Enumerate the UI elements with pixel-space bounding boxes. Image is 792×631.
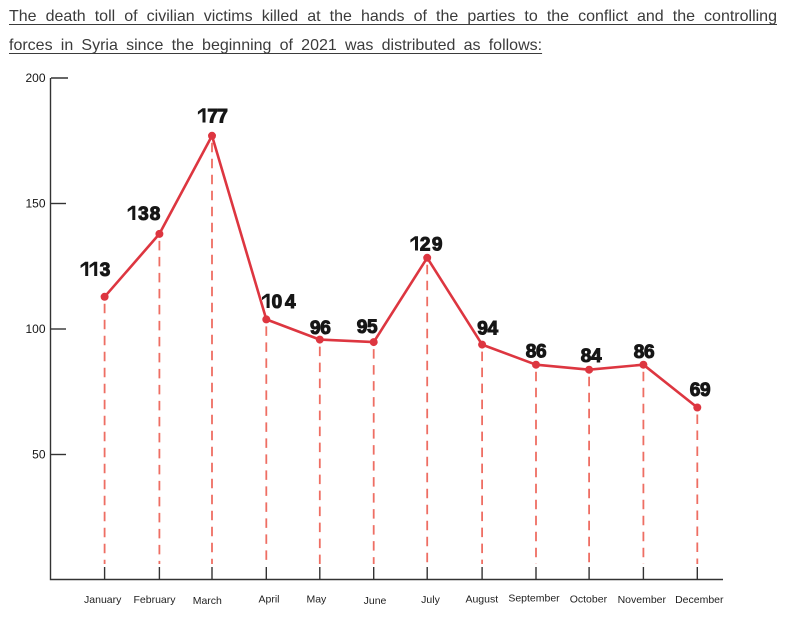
svg-text:October: October — [570, 594, 608, 606]
svg-text:8: 8 — [150, 204, 160, 225]
svg-text:86: 86 — [634, 342, 655, 363]
svg-text:96: 96 — [310, 318, 331, 339]
svg-text:100: 100 — [25, 322, 45, 336]
svg-text:July: July — [421, 594, 440, 606]
svg-text:August: August — [465, 594, 498, 606]
svg-text:69: 69 — [690, 380, 711, 401]
svg-text:50: 50 — [32, 448, 46, 462]
svg-text:95: 95 — [357, 317, 378, 338]
svg-text:November: November — [618, 594, 667, 606]
svg-text:7: 7 — [207, 107, 217, 128]
svg-text:7: 7 — [217, 107, 227, 128]
svg-text:January: January — [84, 594, 122, 606]
svg-text:May: May — [306, 594, 327, 606]
svg-text:3: 3 — [100, 260, 110, 281]
svg-text:150: 150 — [25, 197, 45, 211]
svg-text:9: 9 — [432, 235, 442, 256]
svg-text:December: December — [675, 594, 724, 606]
svg-text:4: 4 — [285, 292, 296, 313]
svg-text:June: June — [364, 595, 387, 607]
svg-text:200: 200 — [25, 71, 45, 85]
svg-text:84: 84 — [581, 346, 602, 367]
svg-text:2: 2 — [420, 235, 430, 256]
svg-text:April: April — [258, 594, 279, 606]
svg-text:September: September — [508, 593, 560, 605]
svg-text:February: February — [133, 594, 176, 606]
svg-text:March: March — [193, 595, 222, 607]
svg-text:3: 3 — [138, 204, 148, 225]
svg-text:86: 86 — [526, 342, 547, 363]
svg-text:0: 0 — [272, 292, 282, 313]
svg-text:94: 94 — [477, 319, 498, 340]
